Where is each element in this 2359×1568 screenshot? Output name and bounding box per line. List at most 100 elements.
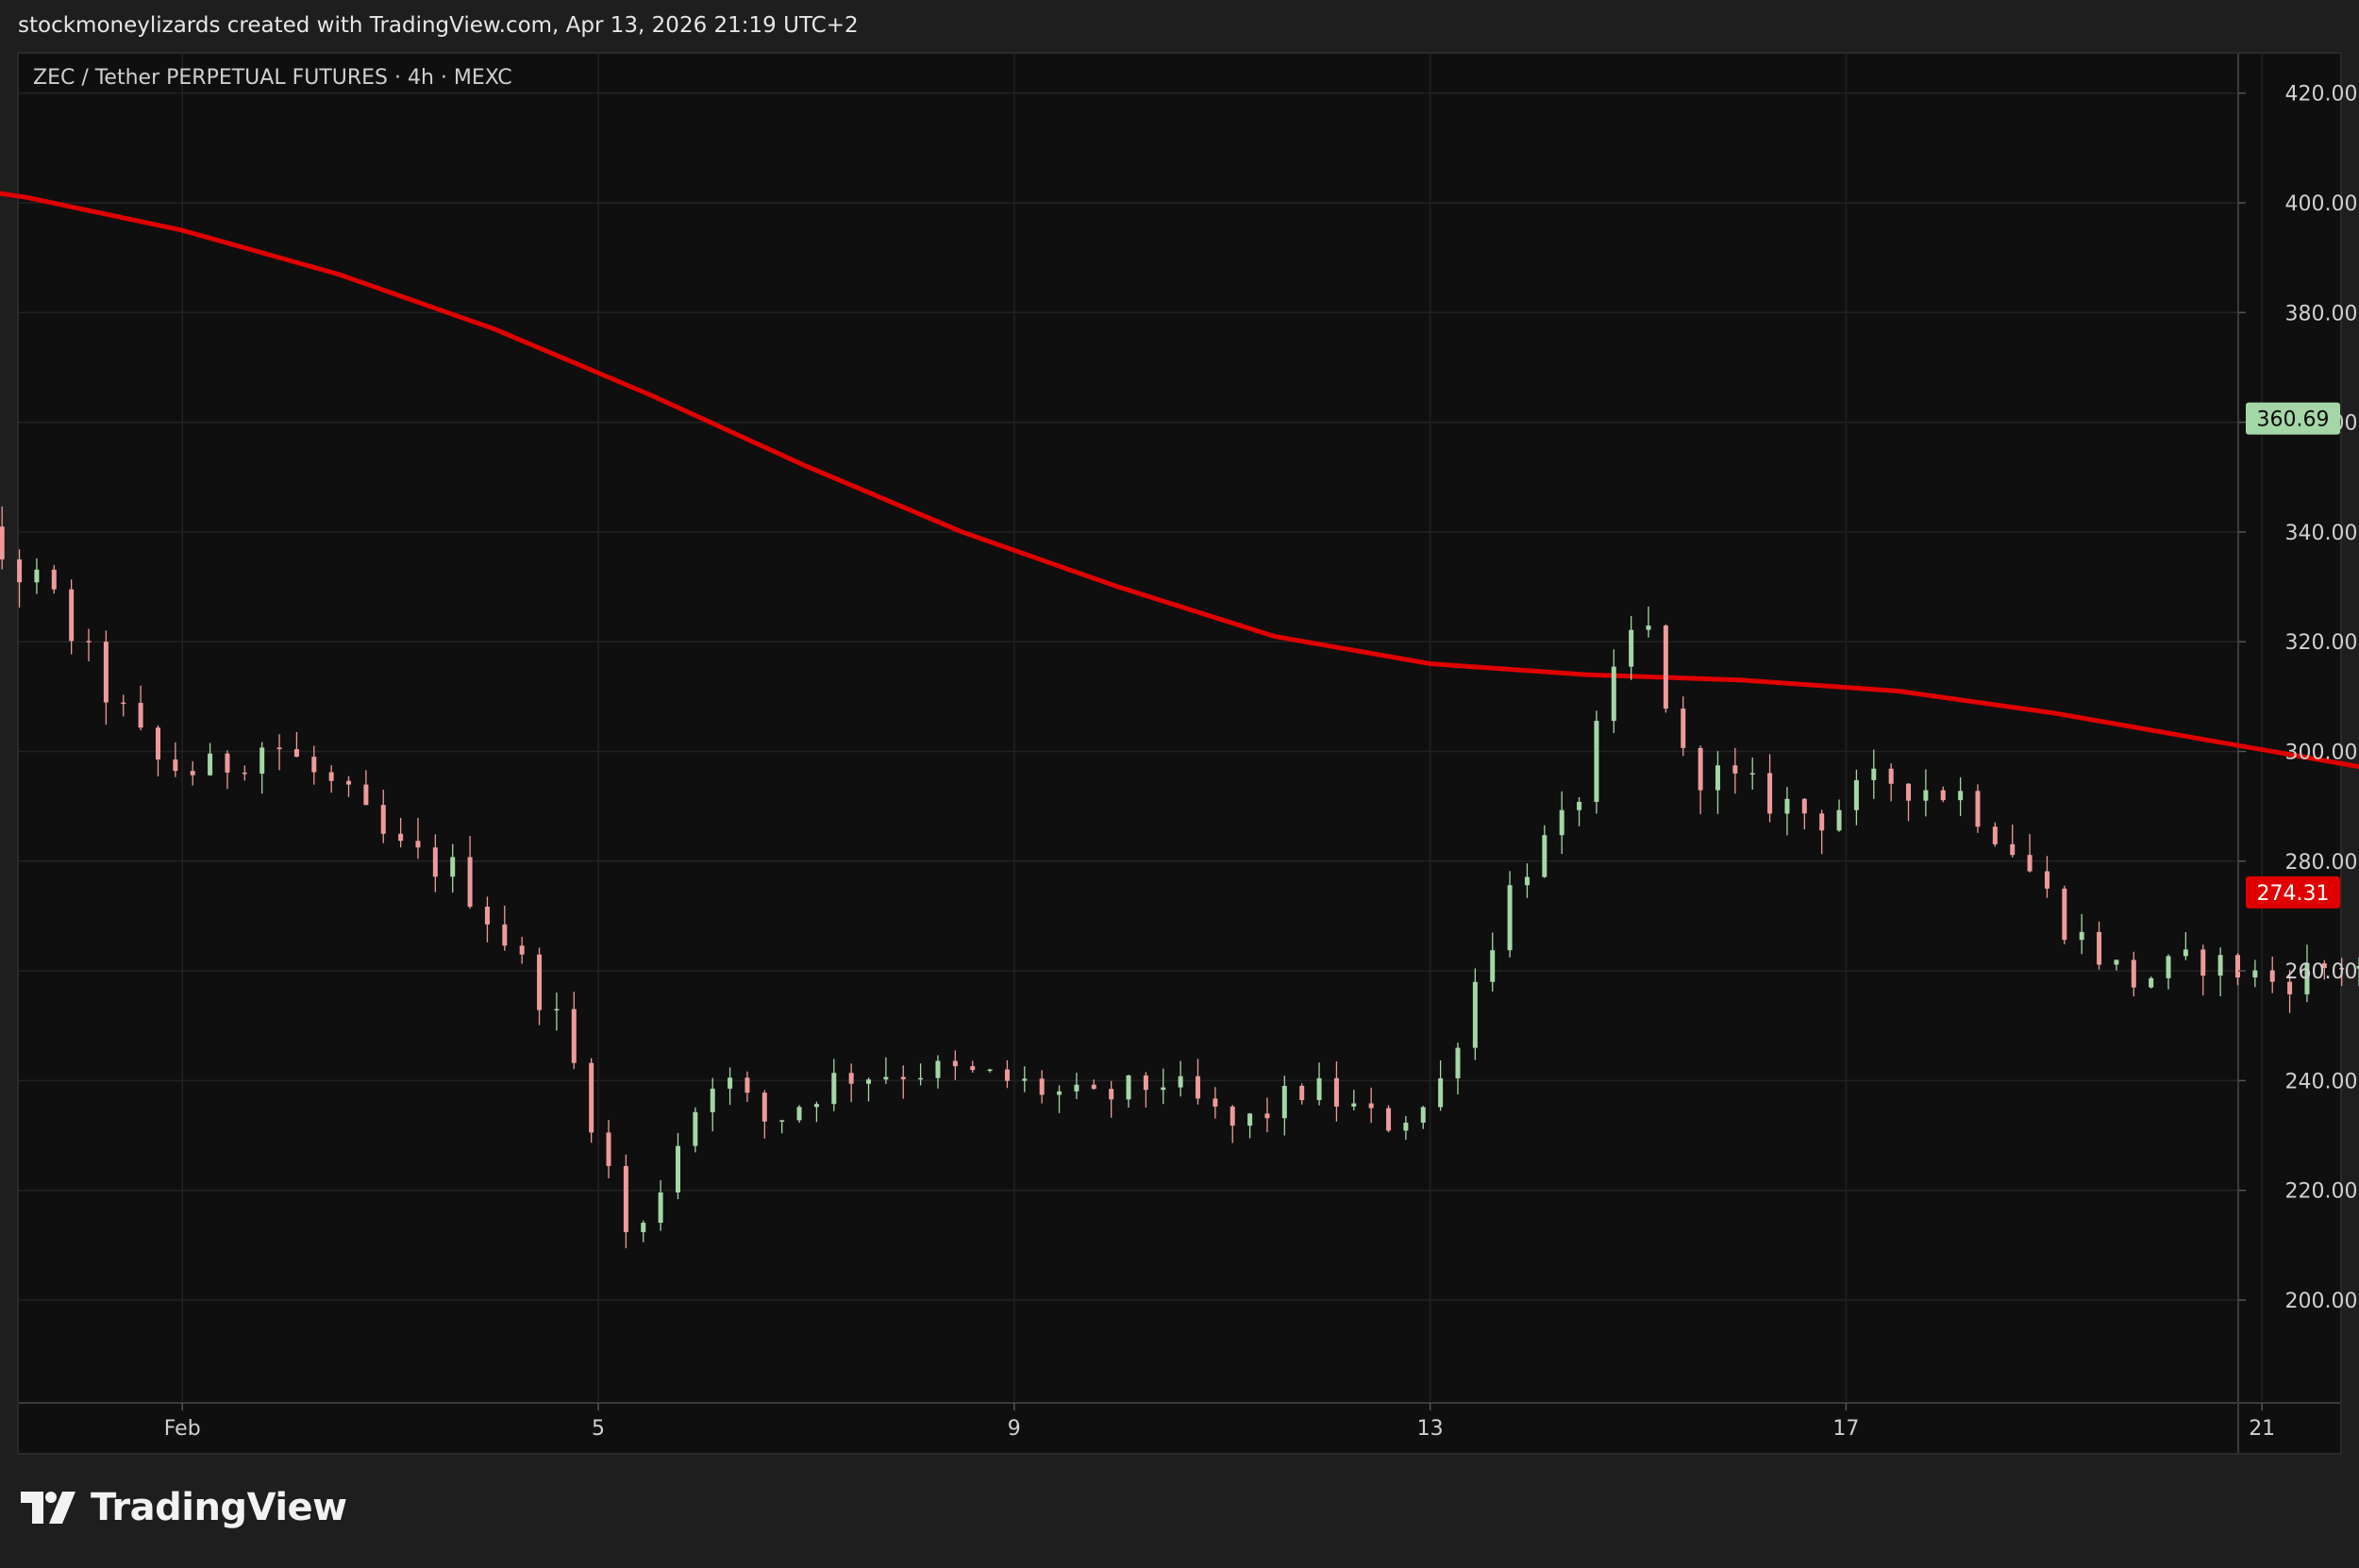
x-tick-label: 21 xyxy=(2249,1417,2275,1441)
y-tick-label: 420.00 xyxy=(2285,83,2358,107)
candle-body xyxy=(728,1077,733,1089)
y-axis-ticks: 200.00 220.00 240.00 260.00 280.00 300.00 320.… xyxy=(2238,83,2357,1313)
candle-body xyxy=(1490,950,1496,982)
candle-body xyxy=(1074,1084,1079,1092)
candle-body xyxy=(293,749,299,758)
candle-body xyxy=(398,833,404,842)
candle-body xyxy=(571,1009,577,1063)
y-tick-label: 320.00 xyxy=(2285,631,2358,655)
candle-body xyxy=(1420,1107,1426,1123)
candle-body xyxy=(537,954,543,1010)
candle-body xyxy=(831,1073,837,1105)
candle-body xyxy=(2062,888,2067,941)
candle-body xyxy=(380,805,386,834)
candle-body xyxy=(1109,1089,1114,1100)
candle-body xyxy=(623,1165,628,1233)
candle-body xyxy=(1940,790,1946,801)
candle-body xyxy=(1801,798,1807,814)
candle-body xyxy=(121,702,126,705)
chart-frame[interactable] xyxy=(17,52,2342,1455)
moving-average-line xyxy=(0,191,2359,770)
candle-body xyxy=(2131,959,2136,988)
candle-body xyxy=(900,1076,906,1080)
chart-grid xyxy=(19,54,2263,1401)
candle-body xyxy=(952,1060,958,1067)
candle-body xyxy=(208,753,213,776)
candle-body xyxy=(1281,1085,1287,1119)
candle-body xyxy=(311,757,317,773)
candle-body xyxy=(935,1060,941,1078)
candle-body xyxy=(883,1076,889,1080)
attribution-text: stockmoneylizards created with TradingVi… xyxy=(18,13,859,38)
candle-body xyxy=(1992,826,1998,844)
candle-body xyxy=(1524,876,1530,886)
candle-body xyxy=(589,1062,594,1133)
candle-body xyxy=(1386,1108,1392,1131)
candle-body xyxy=(1871,768,1877,780)
y-tick-label: 240.00 xyxy=(2285,1070,2358,1093)
candle-body xyxy=(1022,1078,1028,1081)
candle-body xyxy=(346,780,352,785)
candle-body xyxy=(1230,1106,1235,1126)
candle-body xyxy=(1767,773,1773,814)
candle-body xyxy=(2079,931,2084,941)
candle-body xyxy=(1646,626,1651,630)
candle-body xyxy=(1195,1076,1200,1099)
candle-body xyxy=(1559,809,1564,836)
candle-body xyxy=(276,747,282,750)
candle-body xyxy=(1403,1122,1409,1131)
candle-body xyxy=(1247,1113,1253,1126)
candle-body xyxy=(1958,791,1964,801)
candle-body xyxy=(1316,1077,1322,1101)
candle-body xyxy=(2149,977,2154,988)
candle-body xyxy=(1213,1098,1218,1107)
candle-body xyxy=(796,1107,802,1121)
moving-average-layer xyxy=(0,191,2359,770)
candle-body xyxy=(2010,843,2016,856)
candle-body xyxy=(1351,1103,1357,1107)
candle-body xyxy=(2166,956,2171,978)
candle-body xyxy=(190,771,195,776)
candle-body xyxy=(1749,773,1755,775)
candle-body xyxy=(1507,885,1513,951)
candle-body xyxy=(641,1223,646,1233)
candle-body xyxy=(1542,835,1548,877)
y-tick-label: 200.00 xyxy=(2285,1290,2358,1313)
candle-body xyxy=(1004,1069,1010,1081)
price-tags: 360.69 274.31 xyxy=(2246,402,2340,909)
candle-body xyxy=(1663,626,1668,709)
candle-body xyxy=(813,1104,819,1108)
candle-body xyxy=(502,924,508,946)
candle-body xyxy=(1091,1084,1096,1090)
candle-body xyxy=(2217,955,2223,976)
candle-body xyxy=(34,569,40,583)
candle-body xyxy=(1126,1075,1131,1100)
y-tick-label: 380.00 xyxy=(2285,302,2358,325)
candle-body xyxy=(1698,747,1703,791)
candle-body xyxy=(1629,629,1634,667)
candle-body xyxy=(693,1111,698,1146)
candle-body xyxy=(1836,809,1842,831)
candle-body xyxy=(1888,768,1894,784)
candle-body xyxy=(1472,981,1478,1048)
candle-body xyxy=(1143,1075,1148,1091)
candle-body xyxy=(2269,970,2275,982)
candle-body xyxy=(2097,931,2102,965)
candle-body xyxy=(2321,963,2327,969)
candle-body xyxy=(519,945,525,955)
y-tick-label: 220.00 xyxy=(2285,1180,2358,1204)
tradingview-logo[interactable]: TradingView xyxy=(21,1486,347,1529)
tradingview-logo-icon xyxy=(21,1492,75,1524)
candle-body xyxy=(606,1132,611,1166)
candle-body xyxy=(2044,871,2049,889)
candle-body xyxy=(1732,765,1738,774)
candle-body xyxy=(1681,709,1686,748)
x-tick-label: Feb xyxy=(164,1417,201,1441)
candle-body xyxy=(1039,1078,1045,1095)
candle-body xyxy=(1333,1077,1339,1107)
candle-body xyxy=(1057,1091,1062,1095)
candle-body xyxy=(761,1093,767,1122)
candle-body xyxy=(2356,965,2359,969)
candle-body xyxy=(554,1009,560,1011)
